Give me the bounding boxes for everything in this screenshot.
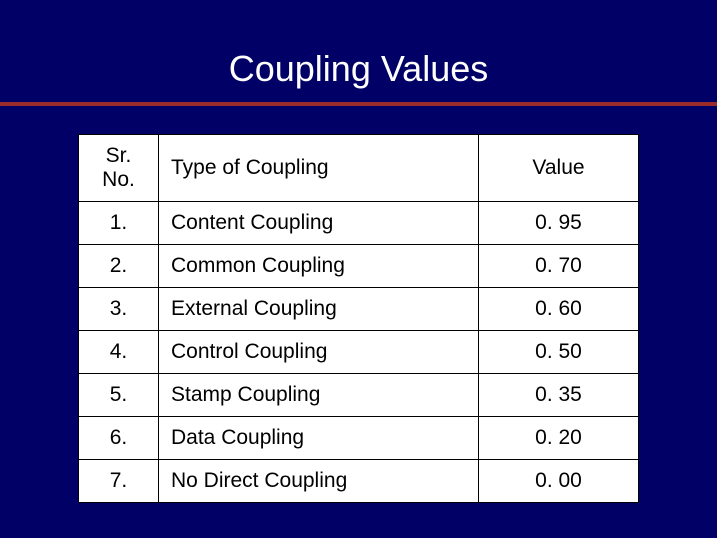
col-header-type: Type of Coupling [159, 135, 479, 202]
cell-value: 0. 20 [479, 417, 639, 460]
cell-type: Content Coupling [159, 202, 479, 245]
title-rule [0, 102, 717, 106]
cell-type: Common Coupling [159, 245, 479, 288]
table-row: 2. Common Coupling 0. 70 [79, 245, 639, 288]
cell-srno: 1. [79, 202, 159, 245]
cell-value: 0. 35 [479, 374, 639, 417]
cell-srno: 2. [79, 245, 159, 288]
cell-value: 0. 95 [479, 202, 639, 245]
cell-value: 0. 60 [479, 288, 639, 331]
table-row: 7. No Direct Coupling 0. 00 [79, 460, 639, 503]
cell-srno: 3. [79, 288, 159, 331]
col-header-value: Value [479, 135, 639, 202]
table-row: 5. Stamp Coupling 0. 35 [79, 374, 639, 417]
col-header-srno: Sr. No. [79, 135, 159, 202]
cell-type: Control Coupling [159, 331, 479, 374]
page-title: Coupling Values [0, 48, 717, 90]
cell-srno: 7. [79, 460, 159, 503]
cell-srno: 5. [79, 374, 159, 417]
table-row: 6. Data Coupling 0. 20 [79, 417, 639, 460]
cell-value: 0. 00 [479, 460, 639, 503]
coupling-table-wrap: Sr. No. Type of Coupling Value 1. Conten… [78, 134, 639, 503]
cell-value: 0. 50 [479, 331, 639, 374]
slide: Coupling Values Sr. No. Type of Coupling… [0, 0, 717, 538]
cell-type: Data Coupling [159, 417, 479, 460]
cell-srno: 4. [79, 331, 159, 374]
table-row: 1. Content Coupling 0. 95 [79, 202, 639, 245]
cell-srno: 6. [79, 417, 159, 460]
cell-type: External Coupling [159, 288, 479, 331]
table-row: 4. Control Coupling 0. 50 [79, 331, 639, 374]
coupling-table: Sr. No. Type of Coupling Value 1. Conten… [78, 134, 639, 503]
table-header-row: Sr. No. Type of Coupling Value [79, 135, 639, 202]
cell-type: No Direct Coupling [159, 460, 479, 503]
cell-value: 0. 70 [479, 245, 639, 288]
cell-type: Stamp Coupling [159, 374, 479, 417]
table-row: 3. External Coupling 0. 60 [79, 288, 639, 331]
